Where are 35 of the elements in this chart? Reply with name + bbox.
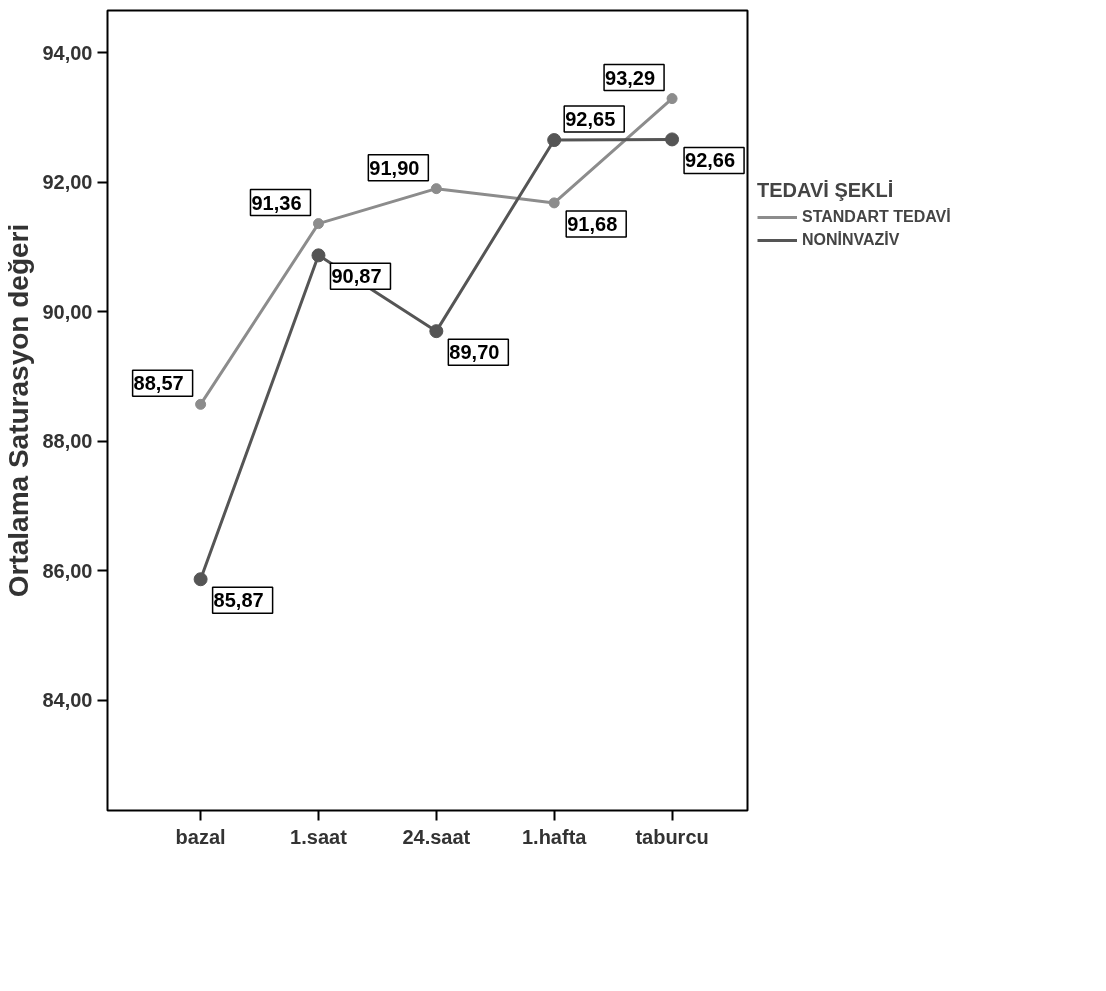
point [311, 248, 326, 263]
point [430, 183, 442, 195]
data-label: 92,66 [685, 149, 736, 172]
point [195, 398, 207, 410]
data-label: 91,90 [369, 156, 420, 179]
data-label: 92,65 [565, 108, 616, 131]
x-tick-label: 1.saat [290, 825, 348, 848]
y-tick-label: 90,00 [42, 300, 93, 323]
point [547, 133, 562, 148]
y-tick-label: 86,00 [42, 559, 93, 582]
point [665, 132, 680, 147]
point [429, 324, 444, 339]
data-label: 93,29 [605, 66, 656, 89]
y-tick-label: 92,00 [42, 171, 93, 194]
data-label: 91,68 [567, 212, 618, 235]
data-label: 88,57 [133, 372, 184, 395]
y-axis-title: Ortalama Saturasyon değeri [3, 223, 35, 598]
x-tick-label: bazal [175, 825, 226, 848]
legend-title: TEDAVİ ŞEKLİ [757, 179, 895, 202]
x-tick-label: 24.saat [402, 825, 471, 848]
y-tick-label: 88,00 [42, 430, 93, 453]
point [548, 197, 560, 209]
y-tick-label: 84,00 [42, 689, 93, 712]
point [193, 572, 208, 587]
x-tick-label: 1.hafta [521, 825, 588, 848]
y-tick-label: 94,00 [42, 41, 93, 64]
data-label: 85,87 [213, 589, 264, 612]
data-label: 89,70 [449, 341, 500, 364]
x-tick-label: taburcu [635, 825, 709, 848]
point [312, 218, 324, 230]
point [666, 93, 678, 105]
legend-label: NONİNVAZİV [802, 231, 900, 249]
legend-label: STANDART TEDAVİ [802, 208, 951, 226]
data-label: 91,36 [251, 191, 302, 214]
data-label: 90,87 [331, 265, 382, 288]
